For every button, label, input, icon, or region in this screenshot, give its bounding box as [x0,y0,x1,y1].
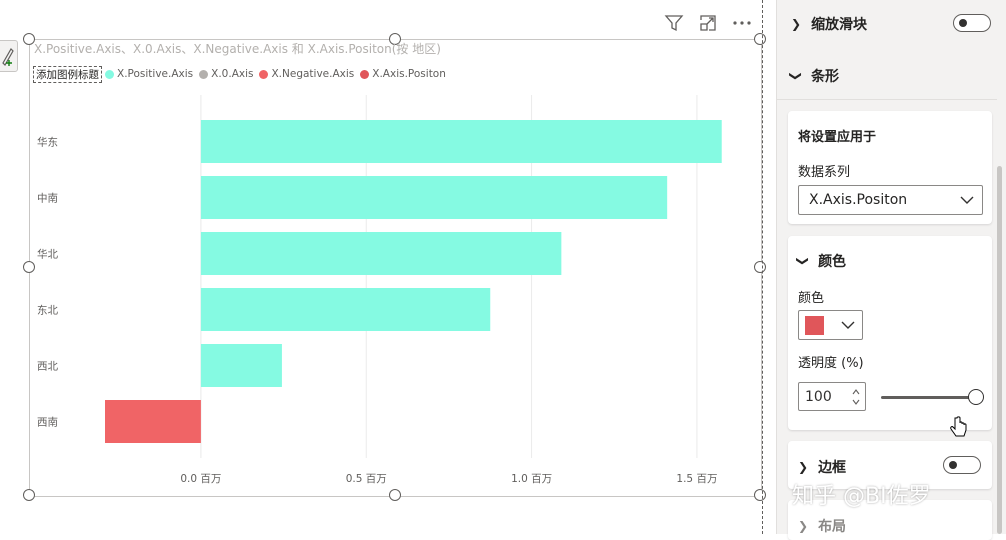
color-section-label: 颜色 [818,254,847,270]
bar[interactable] [200,120,722,163]
legend-item[interactable]: X.0.Axis [199,68,253,80]
color-swatch [805,316,824,335]
y-tick-label: 中南 [37,192,58,205]
x-tick-label: 1.0 百万 [511,473,552,485]
hand-cursor-icon [950,416,967,437]
transparency-input[interactable]: 100 [798,382,866,411]
transparency-value: 100 [805,389,832,405]
layout-section[interactable]: ❯ 布局 [798,516,846,536]
resize-handle-left[interactable] [23,261,35,273]
apply-settings-card: 将设置应用于 数据系列 X.Axis.Positon [788,111,992,224]
zoom-slider-section[interactable]: ❯ 缩放滑块 [791,14,867,34]
bar[interactable] [200,344,282,387]
series-dropdown[interactable]: X.Axis.Positon [798,185,983,215]
y-tick-label: 东北 [37,304,58,317]
pencil-icon [2,48,14,66]
edit-visual-button[interactable] [0,40,18,72]
legend-item[interactable]: X.Negative.Axis [259,68,354,80]
chevron-down-icon: ❯ [796,255,811,267]
y-tick-label: 西南 [37,416,58,429]
y-tick-label: 华北 [37,248,58,261]
more-options-icon[interactable] [732,13,752,33]
y-tick-label: 西北 [37,361,58,373]
color-label: 颜色 [798,291,825,306]
series-dropdown-value: X.Axis.Positon [809,192,908,208]
bar[interactable] [200,288,491,331]
chevron-down-icon: ❯ [789,70,804,82]
focus-mode-icon[interactable] [698,13,718,33]
bar[interactable] [200,232,562,275]
layout-card: ❯ 布局 [788,500,992,540]
border-section-label: 边框 [818,460,847,476]
legend-dot [105,69,114,79]
y-tick-label: 华东 [37,136,58,149]
x-tick-label: 1.5 百万 [676,473,717,485]
resize-handle-bottom-left[interactable] [23,489,35,501]
chevron-down-icon [960,196,974,204]
legend-item[interactable]: X.Axis.Positon [360,68,446,80]
watermark: 知乎 @BI佐罗 [792,484,931,509]
legend-title[interactable]: 添加图例标题 [33,65,102,83]
chart-title: X.Positive.Axis、X.0.Axis、X.Negative.Axis… [34,42,441,56]
filter-icon[interactable] [664,13,684,33]
format-pane: ❯ 缩放滑块 ❯ 条形 将设置应用于 数据系列 X.Axis.Positon ❯… [776,0,1006,540]
zoom-slider-toggle[interactable] [953,14,991,32]
section-divider [777,99,997,100]
chevron-right-icon: ❯ [791,17,802,31]
legend-label: X.0.Axis [211,68,254,80]
legend-dot [199,69,209,79]
legend-dot [259,69,269,79]
border-toggle[interactable] [943,456,981,474]
bar[interactable] [200,176,668,219]
chevron-right-icon: ❯ [798,519,809,533]
bars-section[interactable]: ❯ 条形 [789,66,840,86]
legend-dot [360,69,370,79]
chevron-down-icon [841,321,855,329]
transparency-slider-thumb[interactable] [968,389,984,405]
bars-section-label: 条形 [811,69,840,85]
transparency-label: 透明度 (%) [798,356,864,371]
bar[interactable] [105,400,201,443]
legend-label: X.Axis.Positon [372,68,446,80]
pane-scrollbar-thumb[interactable] [997,166,1002,534]
series-label: 数据系列 [798,165,851,180]
canvas-divider [762,0,763,534]
resize-handle-top[interactable] [389,33,401,45]
resize-handle-top-left[interactable] [23,33,35,45]
chevron-right-icon: ❯ [798,460,809,474]
color-picker[interactable] [798,310,863,340]
chart-legend: 添加图例标题 X.Positive.Axis X.0.Axis X.Negati… [33,65,452,83]
legend-label: X.Positive.Axis [117,68,194,80]
border-section[interactable]: ❯ 边框 [798,457,846,477]
report-canvas: X.Positive.Axis、X.0.Axis、X.Negative.Axis… [0,13,766,501]
resize-handle-bottom[interactable] [389,489,401,501]
layout-section-label: 布局 [818,519,847,535]
color-section[interactable]: ❯ 颜色 [796,251,847,271]
resize-handle-top-right[interactable] [754,33,766,45]
spin-button-icon[interactable] [851,387,861,407]
x-tick-label: 0.5 百万 [346,473,387,485]
legend-label: X.Negative.Axis [271,68,355,80]
zoom-slider-label: 缩放滑块 [811,17,868,33]
x-tick-label: 0.0 百万 [180,473,221,485]
color-card: ❯ 颜色 颜色 透明度 (%) 100 [788,236,992,437]
transparency-slider[interactable] [881,396,976,399]
border-card: ❯ 边框 [788,441,992,489]
apply-settings-title: 将设置应用于 [798,130,877,145]
resize-handle-right[interactable] [754,261,766,273]
legend-item[interactable]: X.Positive.Axis [105,68,193,80]
visual-header [664,13,752,33]
resize-handle-bottom-right[interactable] [754,489,766,501]
